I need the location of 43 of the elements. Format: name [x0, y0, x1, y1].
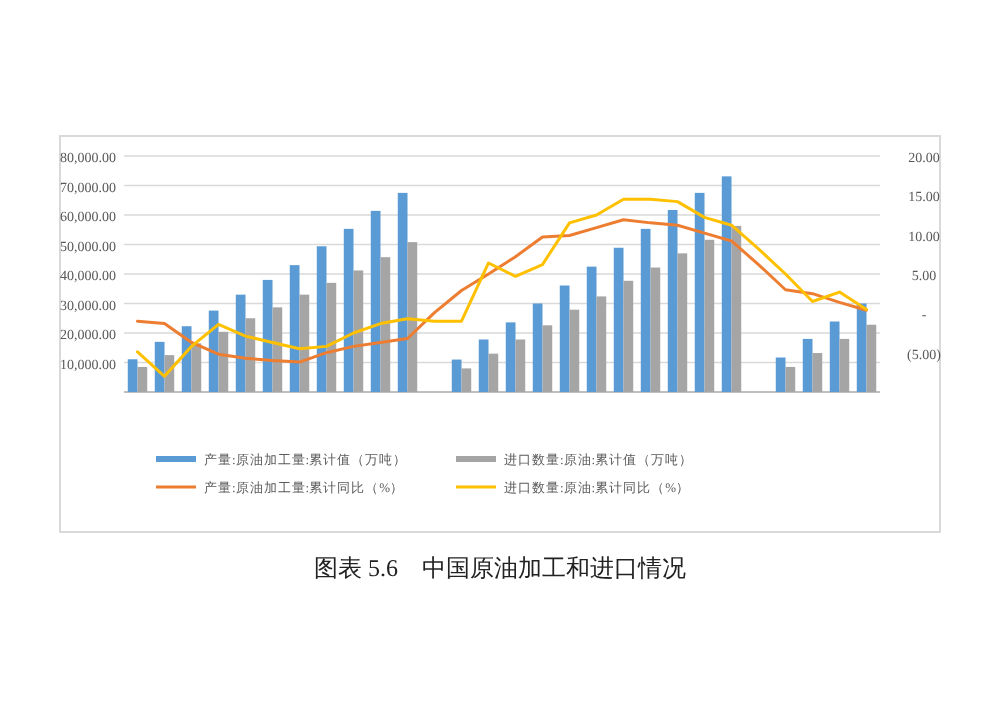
line-series — [136, 197, 868, 378]
bar — [461, 368, 472, 392]
bar — [721, 176, 732, 392]
bar — [208, 310, 219, 392]
bar — [596, 296, 607, 392]
bar — [137, 366, 148, 392]
bar — [694, 192, 705, 392]
bar — [397, 192, 408, 392]
bar — [613, 247, 624, 392]
bar — [829, 321, 840, 392]
bar — [839, 338, 850, 392]
bar — [154, 341, 165, 392]
bar — [262, 279, 273, 392]
bar — [559, 285, 570, 392]
bar — [640, 228, 651, 392]
bar — [704, 239, 715, 392]
bar — [488, 353, 499, 392]
bar — [856, 303, 867, 392]
bar — [235, 294, 246, 392]
bar — [289, 265, 300, 392]
bar — [802, 338, 813, 392]
bar — [677, 253, 688, 392]
bar — [505, 322, 516, 392]
bar — [775, 357, 786, 392]
bar — [542, 325, 553, 392]
line-series — [136, 218, 868, 364]
bar — [785, 366, 796, 392]
bar — [451, 359, 462, 392]
bar — [569, 309, 580, 392]
bar — [866, 324, 877, 392]
bar — [667, 209, 678, 392]
bar — [127, 359, 138, 392]
bar — [316, 246, 327, 392]
bar — [586, 266, 597, 392]
bar — [650, 267, 661, 392]
bar — [343, 228, 354, 392]
bar — [812, 353, 823, 392]
bar — [532, 303, 543, 392]
bar — [515, 339, 526, 392]
bar — [623, 280, 634, 392]
text: 图表 5.6 中国原油加工和进口情况 — [314, 554, 686, 582]
bar — [478, 339, 489, 392]
bar — [370, 210, 381, 392]
